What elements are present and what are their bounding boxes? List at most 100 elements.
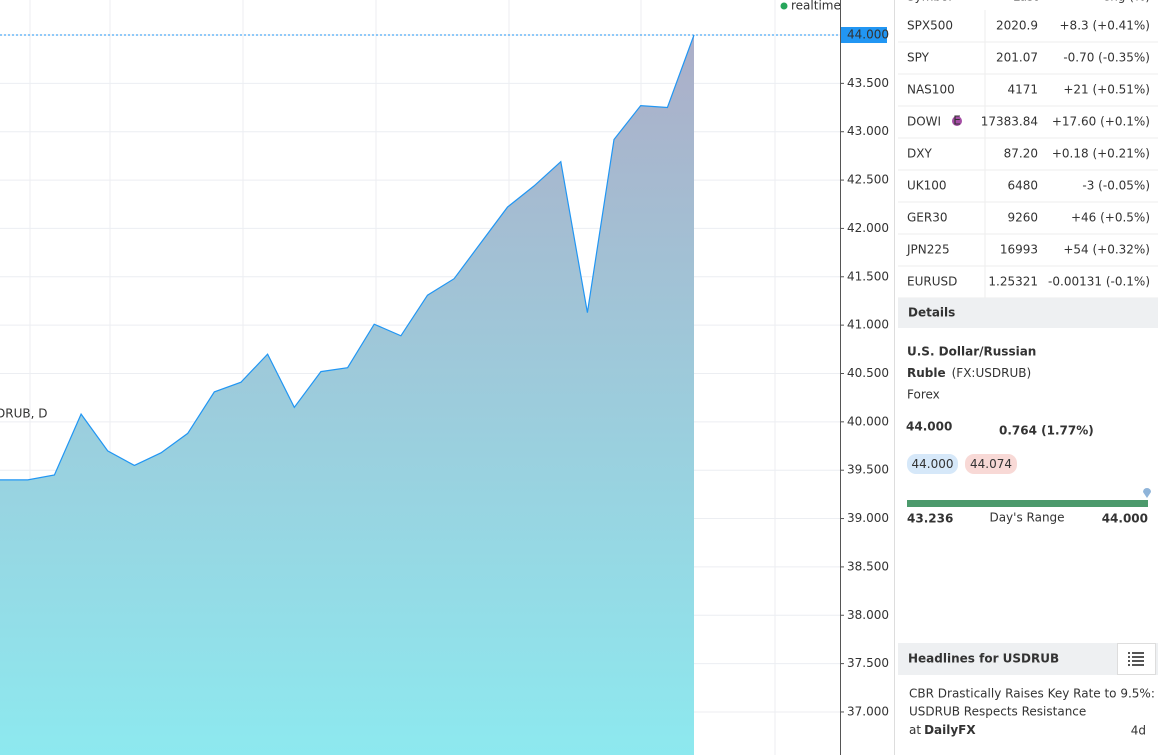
headline-title: CBR Drastically Raises Key Rate to 9.5%: [909, 687, 1155, 701]
watchlist-row[interactable]: DXY 87.20 +0.18 (+0.21%) [898, 138, 1158, 171]
icon-bar [1132, 656, 1144, 658]
last-price-label: 44.000 [847, 28, 889, 42]
last: 16993 [1000, 243, 1038, 257]
y-tick-label: 37.500 [847, 656, 889, 670]
change: +8.3 (+0.41%) [1060, 19, 1151, 33]
y-tick-label: 38.000 [847, 608, 889, 622]
symbol: EURUSD [907, 275, 957, 289]
column-header: Last [1013, 0, 1038, 4]
watchlist-row[interactable]: DOWI E 17383.84 +17.60 (+0.1%) [898, 106, 1158, 139]
icon-dot [1128, 652, 1130, 654]
instrument-name: U.S. Dollar/Russian [907, 345, 1036, 359]
last: 17383.84 [981, 115, 1038, 129]
watchlist-row[interactable]: UK100 6480 -3 (-0.05%) [898, 170, 1158, 203]
symbol: UK100 [907, 179, 947, 193]
last: 6480 [1007, 179, 1038, 193]
watchlist-row[interactable]: GER30 9260 +46 (+0.5%) [898, 202, 1158, 235]
last: 9260 [1007, 211, 1038, 225]
y-tick-label: 41.000 [847, 318, 889, 332]
change: +54 (+0.32%) [1063, 243, 1150, 257]
y-tick-label: 40.000 [847, 414, 889, 428]
ask-pill [965, 454, 1017, 474]
y-tick-label: 41.500 [847, 269, 889, 283]
source-name: DailyFX [924, 723, 976, 737]
last: 2020.9 [996, 19, 1038, 33]
watchlist-row[interactable]: JPN225 16993 +54 (+0.32%) [898, 234, 1158, 267]
range-marker [1143, 488, 1151, 498]
headlines-menu-button[interactable] [1117, 643, 1156, 675]
change: +46 (+0.5%) [1071, 211, 1150, 225]
watchlist-row[interactable]: NAS100 4171 +21 (+0.51%) [898, 74, 1158, 107]
change: +17.60 (+0.1%) [1052, 115, 1150, 129]
last: 87.20 [1004, 147, 1038, 161]
price: 44.000 [906, 420, 952, 434]
price-axis [840, 0, 893, 755]
headline-title: USDRUB Respects Resistance [909, 705, 1086, 719]
icon-bar [1132, 664, 1144, 666]
watermark-symbol: DRUB, D [0, 407, 47, 421]
ticker: (FX:USDRUB) [952, 366, 1032, 380]
headlines-header: Headlines for USDRUB [908, 652, 1059, 666]
y-tick-label: 40.500 [847, 366, 889, 380]
headline[interactable]: CBR Drastically Raises Key Rate to 9.5%:… [909, 687, 1155, 738]
panel-bg [894, 0, 1163, 755]
symbol: GER30 [907, 211, 948, 225]
watchlist-row[interactable]: SPY 201.07 -0.70 (-0.35%) [898, 42, 1158, 75]
y-tick-label: 38.500 [847, 559, 889, 573]
headlines-header-bg [898, 643, 1158, 675]
change: +0.18 (+0.21%) [1052, 147, 1150, 161]
y-tick-label: 39.000 [847, 511, 889, 525]
icon-dot [1128, 664, 1130, 666]
watchlist-row[interactable]: SPX500 2020.9 +8.3 (+0.41%) [898, 10, 1158, 43]
status-label: realtime [791, 0, 841, 13]
button-bg [1117, 643, 1156, 675]
bid: 44.000 [912, 457, 954, 471]
symbol: SPX500 [907, 19, 953, 33]
price-line [0, 34, 695, 481]
headline-age: 4d [1131, 724, 1146, 738]
details-header: Details [908, 306, 955, 320]
last: 201.07 [996, 51, 1038, 65]
status-dot [780, 2, 788, 10]
icon-dot [1128, 656, 1130, 658]
last-price-tag [841, 27, 887, 44]
source-prefix: at [909, 723, 921, 737]
y-tick-label: 42.500 [847, 173, 889, 187]
area-fill [0, 35, 694, 755]
y-tick-label: 43.000 [847, 124, 889, 138]
y-tick-label: 39.500 [847, 463, 889, 477]
symbol: NAS100 [907, 83, 955, 97]
column-header: Symbol [907, 0, 952, 4]
change: -3 (-0.05%) [1082, 179, 1150, 193]
instrument-name: Ruble (FX:USDRUB) [907, 366, 1031, 380]
y-tick-label: 37.000 [847, 704, 889, 718]
details-header-bg [898, 298, 1158, 328]
symbol: SPY [907, 51, 930, 65]
badge [952, 116, 962, 126]
icon-dot [1128, 660, 1130, 662]
price-change: 0.764 (1.77%) [999, 424, 1094, 438]
icon-bar [1132, 660, 1144, 662]
last: 4171 [1007, 83, 1038, 97]
instrument-kind: Forex [907, 388, 940, 402]
headline-source: at DailyFX [909, 723, 976, 737]
bid-pill [907, 454, 958, 474]
symbol: DXY [907, 147, 932, 161]
symbol: JPN225 [906, 243, 950, 257]
range-low: 43.236 [907, 512, 953, 526]
symbol: DOWI [907, 115, 941, 129]
chart: DRUB, Dar/Russian Ruble [0, 0, 840, 755]
badge-label: E [953, 114, 961, 128]
icon-bar [1132, 652, 1144, 654]
last: 1.25321 [988, 275, 1038, 289]
y-tick-label: 42.000 [847, 221, 889, 235]
change: -0.00131 (-0.1%) [1048, 275, 1150, 289]
instrument-name-line: Ruble [907, 366, 946, 380]
change: +21 (+0.51%) [1063, 83, 1150, 97]
ask: 44.074 [970, 457, 1012, 471]
range-high: 44.000 [1102, 512, 1148, 526]
range-label: Day's Range [989, 511, 1064, 525]
range-bar [907, 500, 1148, 507]
y-tick-label: 43.500 [847, 76, 889, 90]
